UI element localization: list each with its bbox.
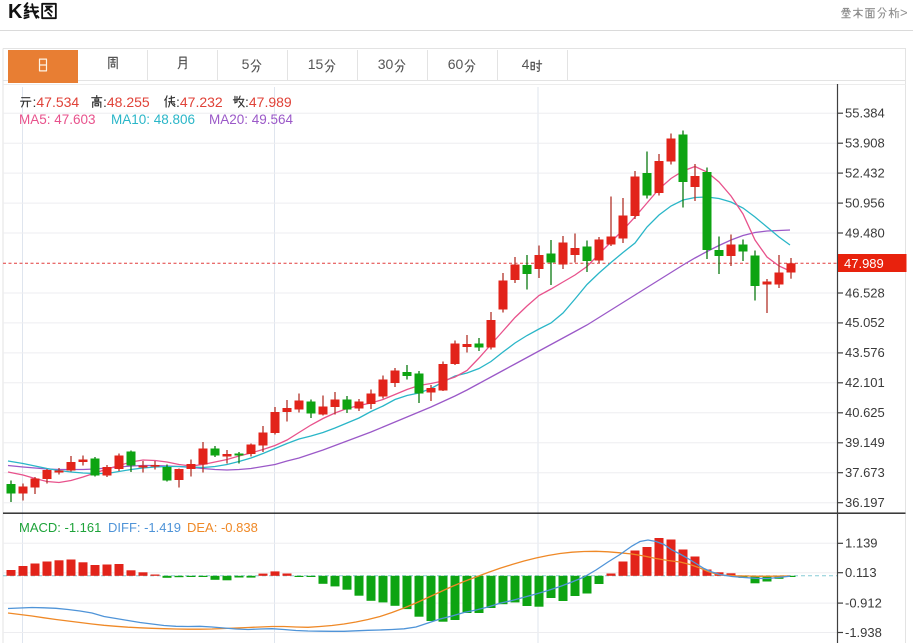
svg-text:-1.938: -1.938 [845,625,882,640]
svg-text:47.989: 47.989 [844,256,884,271]
svg-text:53.908: 53.908 [845,136,885,151]
svg-text:36.197: 36.197 [845,495,885,510]
svg-text:50.956: 50.956 [845,195,885,210]
svg-text:49.480: 49.480 [845,225,885,240]
svg-text:0.113: 0.113 [845,565,877,580]
svg-text:40.625: 40.625 [845,405,885,420]
svg-text:39.149: 39.149 [845,435,885,450]
svg-text:46.528: 46.528 [845,285,885,300]
svg-text:42.101: 42.101 [845,375,885,390]
svg-text:45.052: 45.052 [845,315,885,330]
svg-text:55.384: 55.384 [845,106,885,121]
svg-text:-0.912: -0.912 [845,595,882,610]
svg-text:1.139: 1.139 [845,536,878,551]
svg-text:43.576: 43.576 [845,345,885,360]
svg-text:52.432: 52.432 [845,165,885,180]
svg-text:37.673: 37.673 [845,465,885,480]
